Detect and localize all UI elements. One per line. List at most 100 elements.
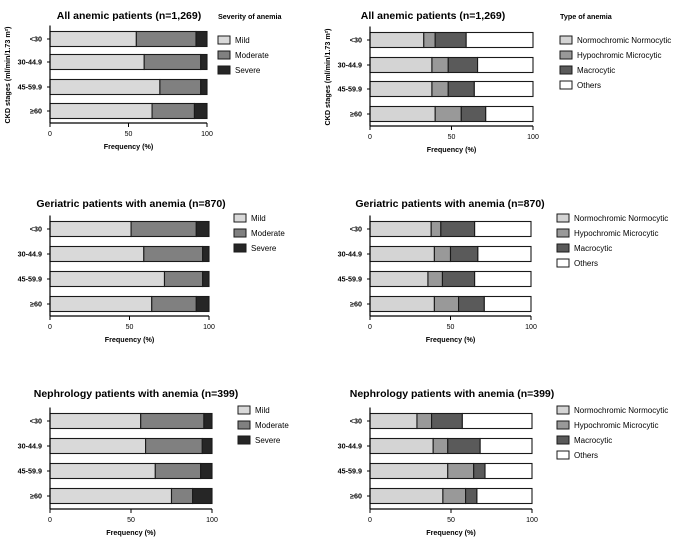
bar-moderate-4 <box>170 487 194 505</box>
x-tick-label: 50 <box>126 324 134 331</box>
x-axis-label: Frequency (%) <box>106 528 156 537</box>
legend-swatch <box>556 450 570 460</box>
bar-others-2 <box>479 437 533 455</box>
y-tick-label: 45-59.9 <box>18 83 42 92</box>
y-tick-label: 45-59.9 <box>338 275 362 284</box>
x-axis-label: Frequency (%) <box>105 335 155 344</box>
bar-severe-1 <box>195 220 210 238</box>
bar-macrocytic-2 <box>449 245 479 263</box>
legend-label: Normochromic Normocytic <box>574 406 668 415</box>
x-tick-label: 50 <box>125 131 133 138</box>
bar-macrocytic-3 <box>473 462 486 480</box>
legend-swatch <box>556 258 570 268</box>
chart-panel-1: All anemic patients (n=1,269) <30 30-44.9 4… <box>3 10 283 151</box>
y-tick-label: 45-59.9 <box>18 275 42 284</box>
legend-title: Severity of anemia <box>218 12 283 21</box>
x-tick-label: 100 <box>526 517 538 524</box>
legend-swatch <box>237 435 251 445</box>
chart-title: Geriatric patients with anemia (n=870) <box>355 198 544 210</box>
bar-moderate-4 <box>151 102 195 120</box>
legend-label: Others <box>577 81 601 90</box>
bar-others-1 <box>465 31 534 49</box>
bar-others-2 <box>477 245 532 263</box>
bar-mild-4 <box>49 295 153 313</box>
bar-hypochromic-microcytic-3 <box>447 462 475 480</box>
x-tick-label: 0 <box>368 324 372 331</box>
y-tick-label: 30-44.9 <box>338 442 362 451</box>
bar-severe-1 <box>203 412 213 430</box>
bar-mild-1 <box>49 30 137 48</box>
bar-macrocytic-4 <box>457 295 485 313</box>
bar-hypochromic-microcytic-2 <box>433 245 452 263</box>
bar-severe-4 <box>193 102 208 120</box>
bar-macrocytic-1 <box>431 412 463 430</box>
y-tick-label: <30 <box>350 417 362 426</box>
chart-title: Nephrology patients with anemia (n=399) <box>34 388 239 400</box>
legend-label: Moderate <box>235 51 269 60</box>
chart-title: All anemic patients (n=1,269) <box>361 10 505 22</box>
bar-hypochromic-microcytic-4 <box>433 295 460 313</box>
bar-normochromic-normocytic-1 <box>369 412 418 430</box>
x-tick-label: 50 <box>447 517 455 524</box>
y-tick-label: <30 <box>350 225 362 234</box>
bar-normochromic-normocytic-1 <box>369 31 425 49</box>
y-tick-label: ≥60 <box>350 110 362 119</box>
chart-panel-5: Nephrology patients with anemia (n=399) <… <box>18 388 290 537</box>
bar-others-3 <box>484 462 533 480</box>
x-axis-label: Frequency (%) <box>426 528 476 537</box>
x-tick-label: 0 <box>368 517 372 524</box>
bar-mild-3 <box>49 270 166 288</box>
bar-others-4 <box>476 487 533 505</box>
bar-moderate-3 <box>163 270 204 288</box>
x-axis-label: Frequency (%) <box>426 335 476 344</box>
bar-normochromic-normocytic-3 <box>369 270 429 288</box>
legend-swatch <box>233 213 247 223</box>
bar-moderate-3 <box>154 462 202 480</box>
bar-others-4 <box>485 105 534 123</box>
legend-swatch <box>237 405 251 415</box>
bar-macrocytic-3 <box>441 270 476 288</box>
y-tick-label: ≥60 <box>30 107 42 116</box>
bar-hypochromic-microcytic-3 <box>427 270 443 288</box>
bar-macrocytic-3 <box>447 80 475 98</box>
bar-moderate-2 <box>145 437 203 455</box>
x-tick-label: 0 <box>368 134 372 141</box>
bar-moderate-1 <box>140 412 205 430</box>
bar-severe-1 <box>195 30 208 48</box>
legend-label: Mild <box>255 406 270 415</box>
bar-moderate-1 <box>135 30 197 48</box>
bar-normochromic-normocytic-3 <box>369 462 449 480</box>
bar-normochromic-normocytic-4 <box>369 295 435 313</box>
legend-title: Type of anemia <box>560 12 613 21</box>
legend-swatch <box>556 435 570 445</box>
bar-others-1 <box>461 412 533 430</box>
legend-label: Hypochromic Microcytic <box>574 421 658 430</box>
bar-hypochromic-microcytic-2 <box>431 56 449 74</box>
bar-others-4 <box>483 295 532 313</box>
legend-swatch <box>233 243 247 253</box>
bar-severe-3 <box>200 78 208 96</box>
y-tick-label: 30-44.9 <box>338 250 362 259</box>
legend-swatch <box>556 405 570 415</box>
legend-label: Others <box>574 451 598 460</box>
bar-mild-2 <box>49 245 145 263</box>
legend-swatch <box>559 65 573 75</box>
bar-normochromic-normocytic-4 <box>369 487 444 505</box>
bar-moderate-1 <box>130 220 197 238</box>
bar-macrocytic-1 <box>440 220 476 238</box>
y-axis-label: CKD stages (ml/min/1.73 m²) <box>3 26 12 124</box>
x-tick-label: 50 <box>127 517 135 524</box>
bar-hypochromic-microcytic-2 <box>432 437 449 455</box>
chart-title: Nephrology patients with anemia (n=399) <box>350 388 555 400</box>
legend-swatch <box>556 213 570 223</box>
legend-swatch <box>217 50 231 60</box>
legend-swatch <box>217 65 231 75</box>
x-tick-label: 100 <box>527 134 539 141</box>
chart-panel-2: All anemic patients (n=1,269) <30 30-44.9 4… <box>323 10 671 154</box>
bar-others-3 <box>474 270 532 288</box>
bar-normochromic-normocytic-4 <box>369 105 436 123</box>
bar-mild-4 <box>49 487 173 505</box>
bar-severe-3 <box>202 270 210 288</box>
bar-severe-2 <box>202 245 210 263</box>
legend-swatch <box>559 35 573 45</box>
